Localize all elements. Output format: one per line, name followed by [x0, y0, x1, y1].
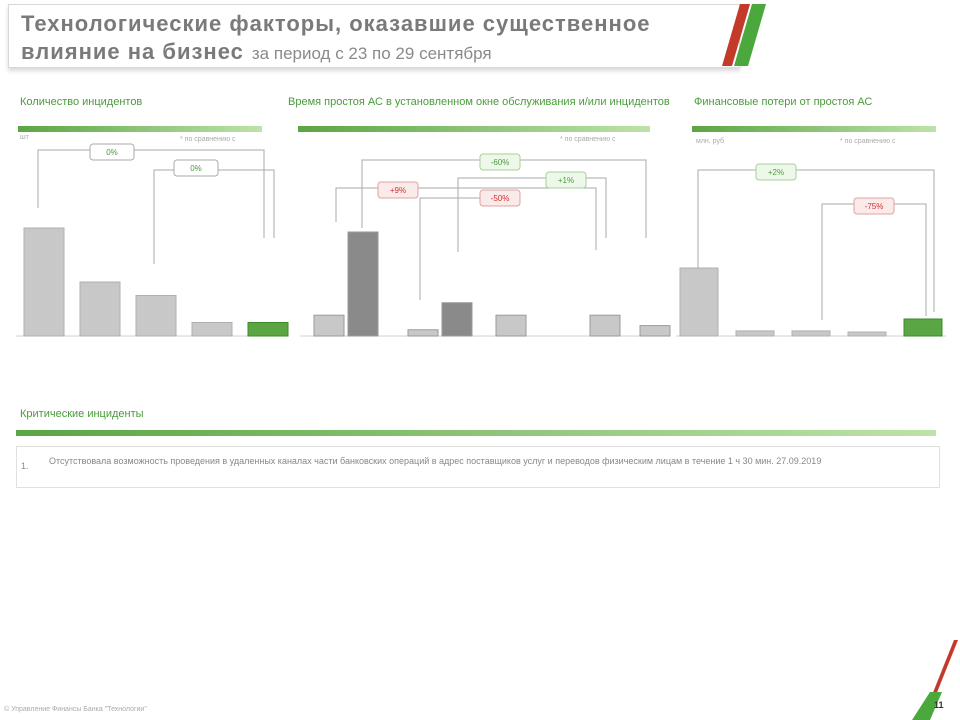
- losses-unit: млн. руб: [696, 138, 725, 145]
- incidents-delta-1: 0%: [89, 143, 135, 161]
- downtime-delta-2: -50%: [479, 189, 521, 207]
- section-bar-critical: [16, 430, 936, 436]
- incidents-bar-5: [247, 322, 289, 337]
- logo-stripes-icon: [722, 4, 766, 66]
- downtime-chart: +9% -50% -60% +1%: [300, 153, 671, 337]
- downtime-bar-s1-4: [589, 314, 621, 337]
- critical-item-num: 1.: [21, 461, 29, 471]
- downtime-delta-3-text: -60%: [491, 158, 510, 167]
- losses-delta-2: -75%: [853, 197, 895, 215]
- losses-delta-2-text: -75%: [865, 202, 884, 211]
- section-title-downtime: Время простоя АС в установленном окне об…: [288, 96, 670, 108]
- section-bar-losses: [692, 126, 936, 132]
- incidents-note: * по сравнению с: [180, 136, 236, 143]
- downtime-delta-1: +9%: [377, 181, 419, 199]
- critical-item: 1. Отсутствовала возможность проведения …: [16, 446, 940, 488]
- losses-bar-4: [847, 331, 887, 337]
- downtime-delta-4-text: +1%: [558, 176, 574, 185]
- downtime-delta-3: -60%: [479, 153, 521, 171]
- downtime-connectors: [335, 159, 647, 300]
- downtime-delta-4: +1%: [545, 171, 587, 189]
- footer-copyright: © Управление Финансы Банка "Технологии": [4, 706, 147, 713]
- incidents-bar-1: [23, 227, 65, 337]
- incidents-bar-2: [79, 281, 121, 337]
- losses-bar-5: [903, 318, 943, 337]
- incidents-delta-1-text: 0%: [106, 148, 118, 157]
- downtime-bar-s2-2: [441, 302, 473, 337]
- section-bar-incidents: [18, 126, 262, 132]
- downtime-bar-s1-5: [639, 325, 671, 337]
- downtime-delta-1-text: +9%: [390, 186, 406, 195]
- critical-title: Критические инциденты: [20, 408, 144, 420]
- section-bar-downtime: [298, 126, 650, 132]
- incidents-delta-2: 0%: [173, 159, 219, 177]
- losses-bar-3: [791, 330, 831, 337]
- downtime-bar-s1-2: [407, 329, 439, 337]
- period-text: за период с 23 по 29 сентября: [251, 44, 492, 63]
- losses-note: * по сравнению с: [840, 138, 896, 145]
- page-title-line2-text: влияние на бизнес: [21, 39, 244, 64]
- critical-item-text: Отсутствовала возможность проведения в у…: [49, 456, 822, 466]
- losses-delta-1: +2%: [755, 163, 797, 181]
- page-number: 11: [934, 700, 944, 710]
- losses-chart: +2% -75%: [676, 163, 946, 337]
- footer-logo-icon: [912, 640, 958, 720]
- incidents-connectors: [37, 149, 275, 264]
- title-box: Технологические факторы, оказавшие сущес…: [8, 4, 740, 68]
- losses-connectors: [697, 169, 935, 320]
- incidents-bar-4: [191, 322, 233, 337]
- downtime-note: * по сравнению с: [560, 136, 616, 143]
- page-title-line1: Технологические факторы, оказавшие сущес…: [21, 11, 651, 36]
- section-title-incidents: Количество инцидентов: [20, 96, 143, 108]
- downtime-delta-2-text: -50%: [491, 194, 510, 203]
- losses-bar-1: [679, 267, 719, 337]
- page-title-line2: влияние на бизнес за период с 23 по 29 се…: [21, 39, 492, 65]
- section-title-losses: Финансовые потери от простоя АС: [694, 96, 873, 108]
- losses-bar-2: [735, 330, 775, 337]
- downtime-bar-s1-1: [313, 314, 345, 337]
- incidents-unit: шт: [20, 134, 29, 141]
- downtime-bar-s1-3: [495, 314, 527, 337]
- incidents-bar-3: [135, 295, 177, 337]
- incidents-chart: 0% 0%: [16, 143, 289, 337]
- incidents-delta-2-text: 0%: [190, 164, 202, 173]
- losses-delta-1-text: +2%: [768, 168, 784, 177]
- downtime-bar-s2-1: [347, 231, 379, 337]
